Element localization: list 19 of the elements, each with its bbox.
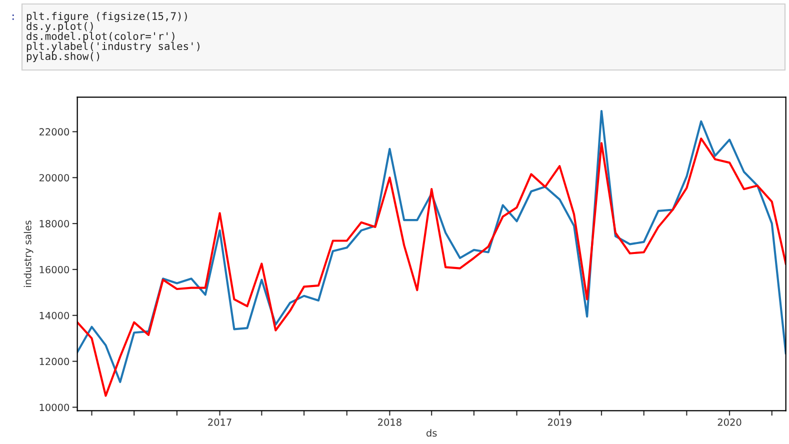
x-tick-label: 2020 <box>718 418 742 426</box>
text: ds.model.plot(color='r') <box>26 32 174 42</box>
y-tick-label: 18000 <box>40 220 70 228</box>
text: plt.ylabel('industry sales') <box>26 42 200 52</box>
x-tick-label: 2017 <box>208 418 232 426</box>
text: plt.figure (figsize(15,7)) <box>26 12 187 22</box>
y-tick-label: 14000 <box>40 312 70 320</box>
x-tick-label: 2019 <box>548 418 572 426</box>
text: ds.y.plot() <box>26 22 93 32</box>
y-axis-title: industry sales <box>24 220 34 287</box>
y-tick-label: 12000 <box>40 358 70 366</box>
y-tick-label: 10000 <box>40 404 70 412</box>
text: pylab.show() <box>26 52 100 62</box>
x-tick-label: 2018 <box>378 418 402 426</box>
y-tick-label: 22000 <box>39 128 70 136</box>
x-axis-title: ds <box>426 429 437 437</box>
y-tick-label: 16000 <box>40 266 70 274</box>
text: : <box>12 14 14 20</box>
y-tick-label: 20000 <box>39 174 70 182</box>
